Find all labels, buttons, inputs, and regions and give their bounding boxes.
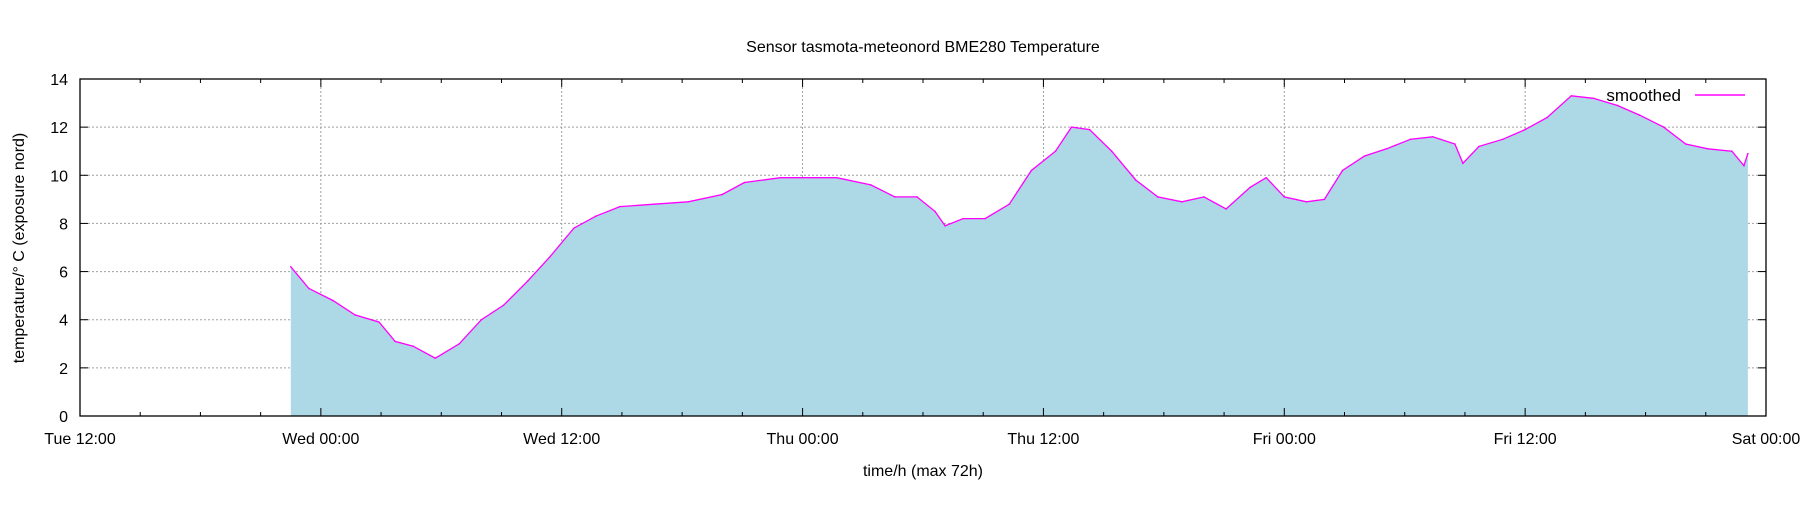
data-point	[835, 176, 838, 179]
data-point	[1181, 200, 1183, 203]
data-point	[984, 217, 987, 220]
data-point	[1684, 143, 1687, 145]
data-point	[1638, 114, 1641, 116]
y-axis-label: temperature/° C (exposure nord)	[11, 133, 28, 364]
data-point	[721, 193, 724, 196]
y-tick-label: 8	[59, 216, 68, 233]
data-point	[1030, 169, 1033, 172]
data-point	[458, 342, 461, 345]
data-point	[1341, 169, 1344, 172]
data-point	[332, 299, 334, 302]
data-point	[378, 321, 380, 323]
data-point	[916, 196, 918, 198]
data-point	[1546, 116, 1549, 119]
y-tick-label: 12	[50, 120, 68, 137]
data-point	[894, 196, 896, 198]
x-tick-label: Fri 00:00	[1253, 431, 1316, 448]
data-point	[653, 203, 655, 205]
chart-title: Sensor tasmota-meteonord BME280 Temperat…	[746, 39, 1100, 56]
data-point	[1008, 203, 1011, 205]
x-axis-label: time/h (max 72h)	[863, 463, 983, 480]
data-point	[308, 287, 310, 290]
data-point	[1249, 186, 1251, 189]
x-tick-label: Wed 12:00	[523, 431, 600, 448]
data-point	[1616, 104, 1619, 107]
data-point	[572, 227, 575, 230]
data-point	[743, 181, 746, 184]
data-point	[1305, 200, 1308, 203]
data-point	[502, 304, 505, 307]
y-tick-label: 6	[59, 265, 68, 282]
data-point	[1110, 150, 1113, 153]
data-point	[526, 280, 529, 283]
data-point	[944, 225, 946, 227]
y-tick-label: 10	[50, 168, 68, 185]
x-tick-label: Fri 12:00	[1494, 431, 1557, 448]
data-point	[779, 176, 782, 179]
y-tick-label: 4	[59, 313, 68, 330]
data-point	[1454, 143, 1456, 145]
x-tick-label: Sat 00:00	[1732, 431, 1800, 448]
y-tick-label: 0	[59, 409, 68, 426]
axis-ticks	[79, 78, 1767, 417]
data-point	[801, 176, 804, 179]
data-point	[619, 205, 621, 208]
data-point	[1323, 198, 1326, 201]
data-point	[1088, 128, 1091, 131]
x-tick-label: Thu 00:00	[767, 431, 839, 448]
temperature-area-fill	[290, 95, 1748, 417]
y-tick-labels: 0 2 4 6 8 10 12 14	[50, 72, 68, 426]
data-point	[1385, 148, 1388, 150]
data-point	[1592, 97, 1595, 100]
data-point	[1747, 152, 1749, 155]
data-point	[1570, 95, 1573, 97]
data-point	[1706, 148, 1709, 150]
data-point	[480, 318, 483, 321]
data-point	[289, 265, 292, 268]
data-point	[870, 184, 872, 186]
data-point	[394, 340, 396, 343]
data-point	[1070, 126, 1073, 128]
data-point	[595, 215, 597, 218]
data-point	[1265, 176, 1268, 179]
x-tick-labels: Tue 12:00 Wed 00:00 Wed 12:00 Thu 00:00 Thu …	[44, 431, 1800, 448]
data-point	[1478, 145, 1480, 148]
data-point	[962, 217, 964, 220]
data-point	[1731, 150, 1733, 153]
y-tick-label: 2	[59, 361, 68, 378]
data-point	[412, 345, 414, 347]
data-point	[1283, 196, 1286, 198]
legend: smoothed	[1606, 86, 1745, 105]
x-tick-label: Wed 00:00	[282, 431, 359, 448]
data-point	[1203, 196, 1205, 198]
data-point	[934, 210, 936, 213]
data-point	[1662, 126, 1665, 128]
data-point	[1743, 164, 1745, 167]
data-point	[1502, 138, 1504, 140]
data-point	[1409, 138, 1412, 140]
data-point	[1524, 128, 1526, 131]
data-points	[289, 95, 1749, 360]
data-point	[1462, 162, 1464, 165]
data-point	[1134, 179, 1137, 181]
data-point	[1363, 155, 1366, 157]
data-point	[1054, 150, 1057, 153]
data-point	[434, 357, 437, 360]
data-point	[687, 200, 689, 203]
y-tick-label: 14	[50, 72, 68, 89]
data-point	[1225, 208, 1227, 210]
data-point	[354, 314, 356, 316]
data-point	[1157, 196, 1159, 198]
data-point	[548, 256, 551, 258]
x-tick-label: Thu 12:00	[1007, 431, 1079, 448]
x-tick-label: Tue 12:00	[44, 431, 116, 448]
data-point	[1432, 135, 1434, 138]
legend-label-smoothed: smoothed	[1606, 86, 1681, 105]
